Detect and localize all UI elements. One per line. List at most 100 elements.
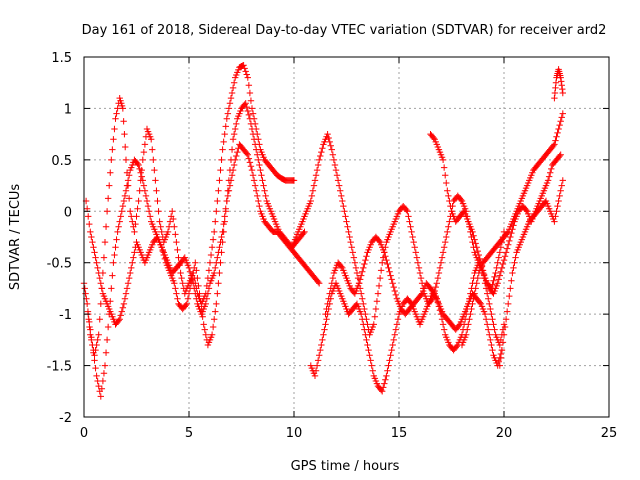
data-point bbox=[496, 249, 503, 256]
data-point bbox=[227, 177, 235, 184]
data-point bbox=[88, 233, 95, 241]
data-point bbox=[256, 202, 263, 210]
data-point bbox=[149, 146, 156, 153]
data-point bbox=[232, 125, 239, 133]
data-point bbox=[368, 362, 375, 369]
data-point bbox=[83, 300, 91, 308]
data-point bbox=[125, 195, 133, 202]
data-point bbox=[209, 323, 217, 331]
data-point bbox=[489, 316, 496, 323]
data-point bbox=[127, 208, 134, 215]
data-point bbox=[503, 229, 511, 237]
data-point bbox=[473, 280, 480, 287]
y-axis-label: SDTVAR / TECUs bbox=[8, 184, 23, 291]
data-point bbox=[346, 233, 353, 241]
data-point bbox=[212, 308, 219, 315]
x-tick-label: 25 bbox=[601, 426, 618, 441]
data-point bbox=[122, 156, 130, 164]
data-point bbox=[143, 197, 151, 205]
data-point bbox=[492, 269, 499, 277]
data-point bbox=[392, 291, 400, 299]
data-point bbox=[480, 271, 488, 278]
data-point bbox=[385, 362, 392, 369]
data-point bbox=[250, 177, 258, 184]
data-point bbox=[250, 136, 258, 143]
data-point bbox=[417, 291, 425, 299]
data-point bbox=[443, 179, 450, 187]
data-point bbox=[214, 290, 221, 297]
data-point bbox=[491, 273, 498, 281]
data-point bbox=[90, 244, 97, 251]
data-point bbox=[139, 156, 146, 164]
data-point bbox=[130, 254, 137, 261]
data-point bbox=[501, 253, 509, 260]
data-point bbox=[390, 336, 397, 344]
data-point bbox=[490, 277, 497, 284]
y-tick-label: -1 bbox=[59, 308, 72, 323]
data-point bbox=[155, 208, 162, 215]
data-point bbox=[430, 134, 437, 142]
y-tick-label: 0 bbox=[64, 205, 72, 220]
data-point bbox=[361, 326, 368, 333]
data-point bbox=[488, 341, 495, 349]
data-point bbox=[502, 249, 510, 256]
data-point bbox=[317, 346, 324, 354]
data-point bbox=[244, 107, 251, 115]
data-point bbox=[247, 97, 255, 104]
data-point bbox=[313, 362, 321, 369]
data-point bbox=[409, 233, 416, 241]
data-point bbox=[551, 89, 559, 97]
data-point bbox=[93, 372, 100, 380]
data-point bbox=[208, 244, 216, 251]
data-point bbox=[148, 136, 155, 143]
data-point bbox=[386, 268, 393, 275]
data-point bbox=[107, 298, 114, 305]
data-point bbox=[87, 326, 94, 333]
data-point bbox=[432, 283, 439, 291]
data-point bbox=[320, 331, 327, 338]
data-point bbox=[153, 187, 160, 194]
data-point bbox=[123, 182, 131, 189]
data-point bbox=[352, 264, 360, 272]
data-point bbox=[102, 349, 110, 356]
data-point bbox=[470, 232, 477, 239]
data-point bbox=[329, 274, 337, 282]
data-point bbox=[554, 129, 561, 137]
data-point bbox=[557, 74, 564, 81]
data-point bbox=[500, 256, 508, 264]
data-point bbox=[211, 316, 218, 323]
data-point bbox=[247, 120, 255, 128]
data-point bbox=[88, 334, 95, 341]
data-point bbox=[380, 384, 387, 391]
data-point bbox=[463, 331, 470, 338]
data-point bbox=[376, 274, 384, 282]
data-point bbox=[325, 134, 332, 142]
data-point bbox=[358, 290, 365, 297]
data-point bbox=[169, 208, 176, 215]
data-point bbox=[381, 380, 388, 387]
data-point bbox=[248, 125, 256, 133]
data-point bbox=[309, 187, 317, 194]
data-point bbox=[118, 308, 125, 315]
data-point bbox=[312, 367, 320, 374]
data-point bbox=[224, 110, 232, 117]
data-point bbox=[495, 254, 502, 261]
data-point bbox=[553, 133, 560, 140]
y-tick-label: 1 bbox=[64, 102, 72, 117]
data-point bbox=[358, 310, 365, 318]
data-point bbox=[182, 301, 190, 309]
data-point bbox=[340, 202, 347, 210]
data-point bbox=[327, 285, 334, 292]
data-point bbox=[215, 249, 222, 256]
data-point bbox=[405, 213, 412, 220]
tick-labels: 0 5 10 15 20 25 -2 -1.5 -1 -0.5 0 0.5 1 1.5 bbox=[47, 51, 618, 441]
data-point bbox=[131, 249, 138, 256]
data-point bbox=[469, 228, 476, 236]
data-point bbox=[188, 276, 196, 283]
data-point bbox=[382, 376, 389, 383]
data-point bbox=[434, 274, 442, 282]
data-point bbox=[494, 259, 501, 266]
data-point bbox=[213, 208, 220, 215]
data-point bbox=[349, 249, 356, 256]
data-point bbox=[157, 223, 164, 230]
